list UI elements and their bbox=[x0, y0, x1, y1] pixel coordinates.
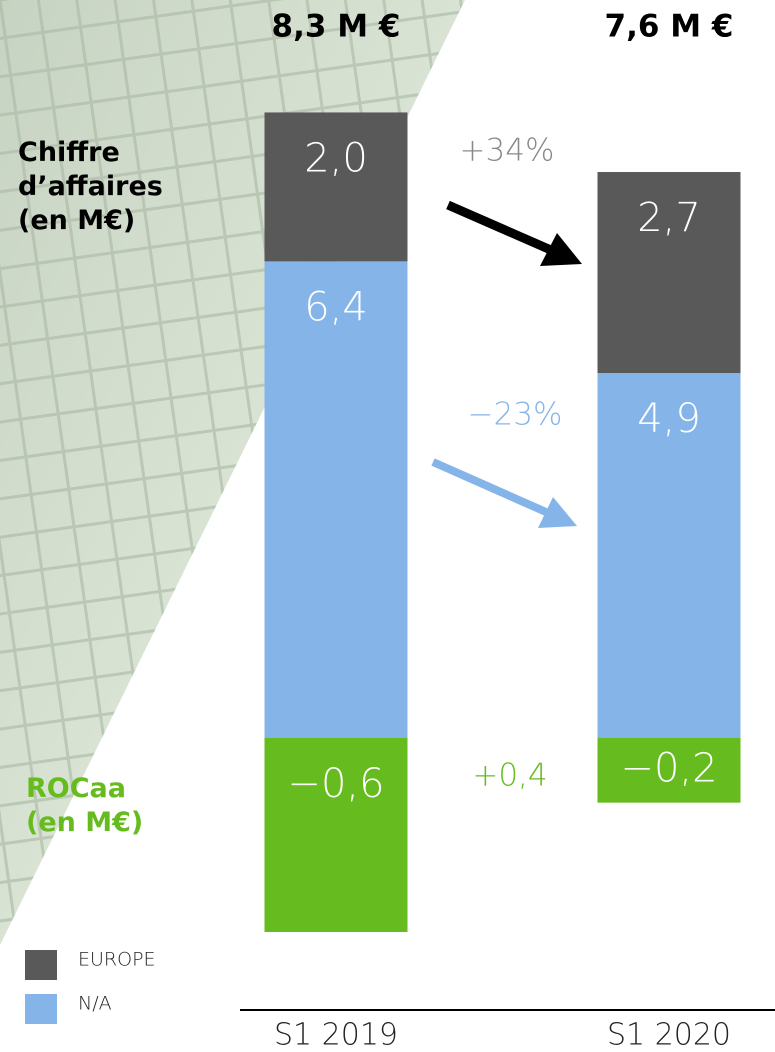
arrow bbox=[431, 458, 557, 520]
legend-swatch bbox=[25, 950, 57, 980]
x-tick-label: S1 2020 bbox=[607, 1018, 731, 1052]
value-label: −0,6 bbox=[287, 761, 384, 807]
value-label: −0,2 bbox=[620, 745, 717, 791]
total-label: 7,6 M € bbox=[605, 9, 734, 45]
value-label: 2,0 bbox=[304, 135, 368, 181]
bar-segment bbox=[597, 738, 741, 803]
revenue-label: Chiffre d’affaires (en M€) bbox=[18, 137, 163, 236]
annotation: +34% bbox=[460, 133, 555, 169]
bar-segment bbox=[264, 261, 408, 738]
legend-label: N/A bbox=[78, 993, 112, 1015]
rocaa-label: ROCaa (en M€) bbox=[26, 773, 144, 838]
bar-segment bbox=[264, 738, 408, 932]
annotation: −23% bbox=[468, 397, 563, 433]
arrow bbox=[446, 200, 562, 259]
legend-swatch bbox=[25, 994, 57, 1024]
bar-segment bbox=[264, 112, 408, 262]
arrow-head bbox=[538, 497, 577, 528]
arrow-head bbox=[540, 233, 582, 266]
x-tick-label: S1 2019 bbox=[274, 1018, 398, 1052]
value-label: 2,7 bbox=[637, 195, 701, 241]
bar-segment bbox=[597, 373, 741, 738]
value-label: 6,4 bbox=[304, 284, 368, 330]
legend-label: EUROPE bbox=[78, 949, 156, 971]
annotation: +0,4 bbox=[472, 758, 547, 794]
total-label: 8,3 M € bbox=[272, 9, 401, 45]
bar-segment bbox=[597, 172, 741, 374]
value-label: 4,9 bbox=[637, 396, 701, 442]
